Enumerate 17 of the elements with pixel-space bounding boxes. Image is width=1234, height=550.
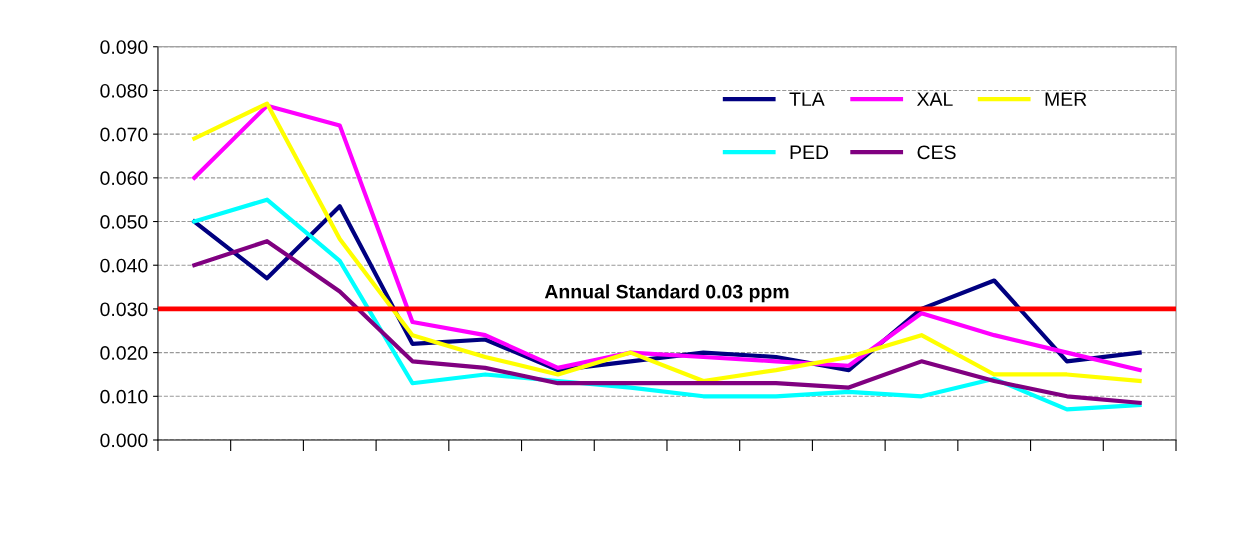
- y-tick-label: 0.040: [100, 258, 148, 273]
- y-tick-label: 0.050: [100, 215, 148, 229]
- y-tick-label: 0.060: [100, 171, 148, 186]
- y-tick-label: 0.090: [100, 40, 148, 54]
- y-tick-label: 0.070: [100, 127, 148, 142]
- line-series: [192, 239, 1142, 405]
- legend-label: XAL: [916, 92, 953, 106]
- y-tick-label: 0.080: [100, 83, 148, 98]
- y-tick-label: 0.000: [100, 433, 148, 448]
- ref-line-label: Annual Standard 0.03 ppm: [544, 284, 789, 303]
- y-tick-label: 0.010: [100, 389, 148, 404]
- legend-label: CES: [917, 145, 956, 160]
- y-tick-label: 0.030: [100, 302, 148, 317]
- legend-label: TLA: [789, 92, 825, 106]
- legend-label: PED: [790, 145, 829, 159]
- y-tick-label: 0.020: [100, 346, 148, 360]
- legend-label: MER: [1045, 92, 1087, 106]
